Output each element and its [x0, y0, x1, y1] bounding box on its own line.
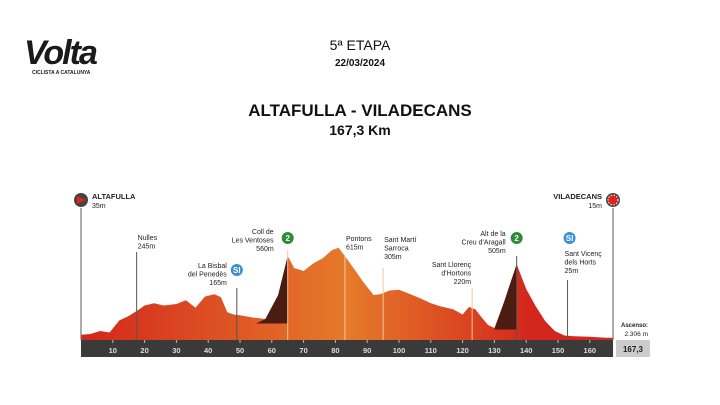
- x-tick-label: 20: [140, 346, 148, 355]
- point-altitude: 165m: [209, 280, 227, 287]
- elevation-profile: [81, 247, 614, 340]
- climb-section: [255, 256, 288, 324]
- point-altitude: 505m: [488, 248, 506, 255]
- finish-flag-icon: [607, 194, 619, 206]
- x-tick-label: 140: [520, 346, 533, 355]
- point-name: Coll de: [252, 229, 274, 236]
- point-altitude: 305m: [384, 254, 402, 261]
- intermediate-sprint-icon: [562, 231, 577, 245]
- ascent-value: 2.306 m: [625, 331, 649, 338]
- category-2-climb-icon: [280, 231, 295, 245]
- logo: Volta CICLISTA A CATALUNYA: [24, 34, 98, 76]
- x-tick-label: 10: [109, 346, 117, 355]
- x-tick-label: 90: [363, 346, 371, 355]
- x-tick-label: 60: [268, 346, 276, 355]
- point-name: ALTAFULLA: [92, 192, 136, 201]
- point-altitude: 560m: [256, 246, 274, 253]
- point-name: VILADECANS: [553, 192, 602, 201]
- point-name: Alt de la: [480, 231, 505, 238]
- category-2-climb-icon: [509, 231, 524, 245]
- badge-label: 2: [285, 234, 290, 243]
- x-tick-label: 100: [393, 346, 406, 355]
- point-name: La Bisbal: [198, 263, 227, 270]
- point-altitude: 25m: [565, 268, 579, 275]
- badge-label: SI: [233, 266, 241, 275]
- point-name: dels Horts: [565, 260, 597, 267]
- x-tick-label: 70: [299, 346, 307, 355]
- point-name: Pontons: [346, 236, 372, 243]
- point-altitude: 615m: [346, 245, 364, 252]
- route-distance: 167,3 Km: [329, 122, 391, 138]
- point-altitude: 220m: [454, 279, 472, 286]
- badge-label: 2: [514, 234, 519, 243]
- point-name: Sant Llorenç: [432, 262, 472, 269]
- point-name: Creu d'Aragall: [462, 240, 507, 247]
- x-tick-label: 160: [584, 346, 597, 355]
- total-distance: 167,3: [623, 345, 644, 354]
- point-altitude: 35m: [92, 203, 106, 210]
- stage-number: 5ª ETAPA: [329, 37, 391, 53]
- point-name: Sarroca: [384, 246, 409, 253]
- total-distance-box: [616, 340, 651, 357]
- intermediate-sprint-icon: [229, 263, 244, 277]
- x-tick-label: 30: [172, 346, 180, 355]
- point-altitude: 15m: [588, 203, 602, 210]
- point-name: Les Ventoses: [232, 238, 275, 245]
- point-name: Sant Martí: [384, 237, 416, 244]
- point-altitude: 245m: [138, 244, 156, 251]
- x-tick-label: 120: [456, 346, 469, 355]
- stage-date: 22/03/2024: [334, 58, 386, 69]
- x-tick-label: 50: [236, 346, 244, 355]
- x-tick-label: 150: [552, 346, 565, 355]
- x-tick-label: 40: [204, 346, 212, 355]
- point-name: d'Hortons: [441, 271, 471, 278]
- x-axis-bar: [81, 340, 614, 357]
- badge-label: SI: [566, 234, 574, 243]
- x-tick-label: 80: [331, 346, 339, 355]
- climb-section: [494, 264, 517, 330]
- route-title: ALTAFULLA - VILADECANS: [248, 101, 472, 120]
- point-name: Nulles: [138, 235, 158, 242]
- point-name: Sant Vicenç: [565, 251, 603, 258]
- x-tick-label: 130: [488, 346, 501, 355]
- point-name: del Penedès: [188, 272, 227, 279]
- start-flag-icon: [77, 196, 86, 204]
- x-tick-label: 110: [425, 346, 437, 355]
- ascent-label: Ascenso:: [621, 323, 648, 329]
